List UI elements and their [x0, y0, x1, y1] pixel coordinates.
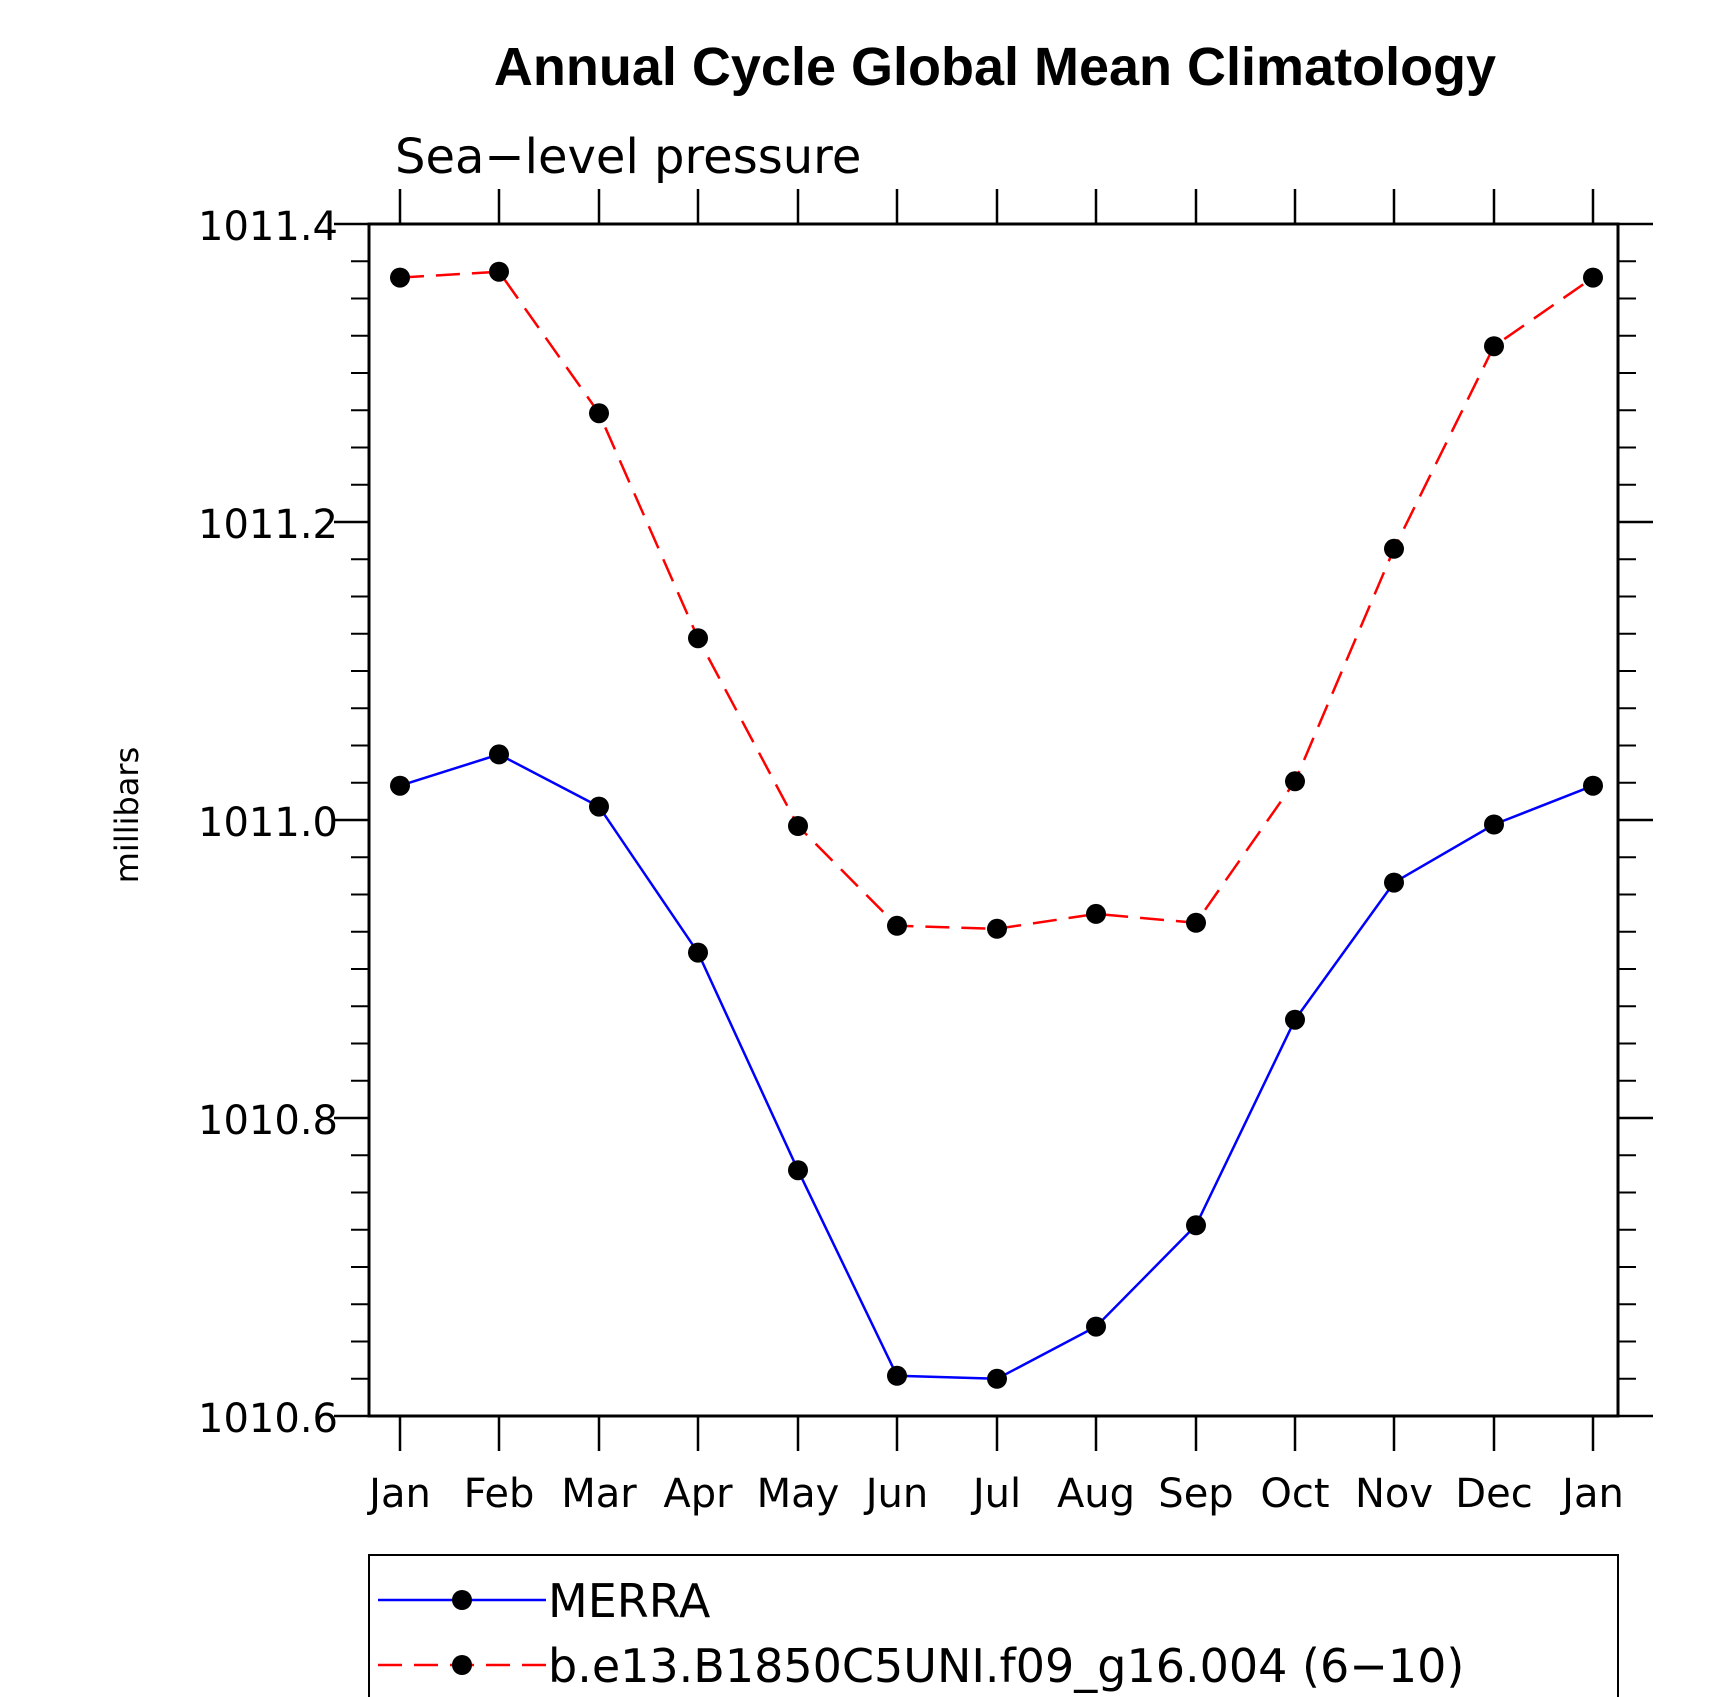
legend-label: b.e13.B1850C5UNI.f09_g16.004 (6−10)	[548, 1639, 1464, 1693]
chart-subtitle: Sea−level pressure	[395, 129, 861, 185]
x-tick-label: Dec	[1455, 1471, 1532, 1517]
x-tick-label: Aug	[1057, 1471, 1135, 1517]
y-axis-ticks: 1010.6 1010.8 1011.0 1011.2 1011.4	[198, 204, 1653, 1442]
x-tick-label: Oct	[1260, 1471, 1329, 1517]
data-point	[1384, 538, 1404, 559]
legend: MERRA b.e13.B1850C5UNI.f09_g16.004 (6−10)	[368, 1554, 1619, 1697]
plot-frame	[367, 222, 1620, 1418]
data-point	[489, 744, 509, 765]
data-point	[688, 942, 708, 963]
legend-marker	[452, 1590, 472, 1610]
series-line-model	[399, 270, 1594, 931]
data-point	[788, 1160, 808, 1181]
data-point	[390, 775, 410, 796]
data-point	[390, 267, 410, 288]
data-point	[1484, 336, 1504, 357]
x-tick-label: May	[757, 1471, 840, 1517]
data-point	[987, 918, 1007, 939]
y-tick-label: 1011.2	[198, 502, 338, 548]
data-point	[1583, 267, 1603, 288]
data-point	[1186, 1215, 1206, 1236]
y-tick-label: 1011.4	[198, 204, 338, 250]
data-point	[887, 915, 907, 936]
x-tick-label: Jan	[366, 1471, 431, 1517]
x-axis-ticks: Jan Feb Mar Apr May Jun Jul Aug Sep Oct Nov Dec Jan	[366, 189, 1624, 1517]
legend-marker	[452, 1655, 472, 1675]
legend-box	[368, 1554, 1619, 1697]
legend-label: MERRA	[548, 1574, 711, 1628]
x-tick-label: Jun	[863, 1471, 929, 1517]
x-tick-label: Jul	[970, 1471, 1021, 1517]
data-point	[987, 1368, 1007, 1389]
series-layer	[390, 261, 1603, 1389]
x-tick-label: Jan	[1559, 1471, 1624, 1517]
data-point	[589, 796, 609, 817]
data-point	[1186, 912, 1206, 933]
data-point	[788, 816, 808, 836]
data-point	[1285, 771, 1305, 792]
y-axis-label: millibars	[108, 747, 146, 883]
data-point	[1285, 1009, 1305, 1030]
x-tick-label: Apr	[663, 1471, 733, 1517]
data-point	[1384, 872, 1404, 893]
data-point	[489, 261, 509, 282]
x-tick-label: Feb	[464, 1471, 535, 1517]
chart-title: Annual Cycle Global Mean Climatology	[494, 37, 1496, 97]
y-tick-label: 1011.0	[198, 800, 338, 846]
data-point	[1484, 814, 1504, 835]
plot-border	[367, 222, 1620, 1418]
x-tick-label: Nov	[1355, 1471, 1433, 1517]
x-tick-label: Sep	[1158, 1471, 1233, 1517]
data-point	[1086, 903, 1106, 924]
data-point	[1583, 775, 1603, 796]
data-point	[688, 628, 708, 649]
data-point	[1086, 1316, 1106, 1337]
x-tick-label: Mar	[561, 1471, 637, 1517]
data-point	[887, 1365, 907, 1386]
data-point	[589, 403, 609, 424]
y-tick-label: 1010.8	[198, 1098, 338, 1144]
series-line-merra	[399, 753, 1594, 1381]
y-tick-label: 1010.6	[198, 1396, 338, 1442]
